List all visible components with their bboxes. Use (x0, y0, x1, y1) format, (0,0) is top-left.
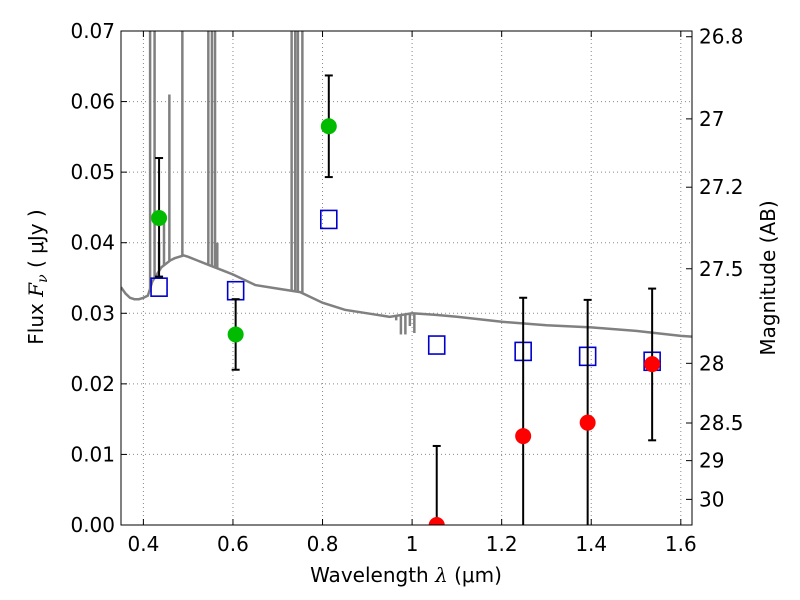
x-axis-title: Wavelength λ (μm) (310, 563, 502, 587)
y2-tick-label: 30 (699, 487, 724, 511)
x-tick-label: 1.4 (575, 532, 607, 556)
photometry-point (151, 210, 168, 227)
y2-tick-label: 28.5 (699, 411, 744, 435)
axis-ticks: 0.4 0.6 0.8 1 1.2 1.4 1.6 0.00 0.01 0.02 0.03 0.04 0… (70, 19, 743, 556)
x-tick-label: 0.8 (307, 532, 339, 556)
y-tick-label: 0.07 (70, 19, 115, 43)
photometry-point (515, 428, 532, 445)
y2-tick-label: 27.2 (699, 175, 744, 199)
photometry-points (150, 74, 661, 525)
y2-axis-title: Magnitude (AB) (756, 200, 780, 355)
y-tick-label: 0.04 (70, 231, 115, 255)
photometry-point (644, 356, 661, 373)
y-tick-label: 0.00 (70, 513, 115, 537)
x-tick-label: 1 (406, 532, 419, 556)
y2-tick-label: 27.5 (699, 257, 744, 281)
y2-tick-label: 26.8 (699, 25, 744, 49)
template-continuum (121, 254, 692, 338)
y-axis-title: Flux Fν ( μJy ) (24, 209, 51, 344)
photometry-point (428, 517, 445, 525)
y-tick-label: 0.01 (70, 442, 115, 466)
photometry-point (320, 118, 337, 135)
y2-tick-label: 27 (699, 107, 724, 131)
y-tick-label: 0.03 (70, 301, 115, 325)
y-tick-label: 0.05 (70, 160, 115, 184)
y2-tick-label: 28 (699, 351, 724, 375)
y-tick-label: 0.02 (70, 372, 115, 396)
model-photometry-square (150, 277, 168, 297)
x-tick-label: 1.2 (486, 532, 518, 556)
x-tick-label: 0.4 (127, 532, 159, 556)
y2-tick-label: 29 (699, 449, 724, 473)
x-tick-label: 0.6 (217, 532, 249, 556)
y-tick-label: 0.06 (70, 90, 115, 114)
model-photometry-square (427, 335, 446, 355)
template-spectrum (121, 31, 692, 338)
photometry-point (227, 326, 244, 343)
photometry-point (579, 414, 596, 431)
x-tick-label: 1.6 (665, 532, 697, 556)
model-photometry-square (319, 209, 338, 230)
plot-frame (120, 30, 693, 526)
